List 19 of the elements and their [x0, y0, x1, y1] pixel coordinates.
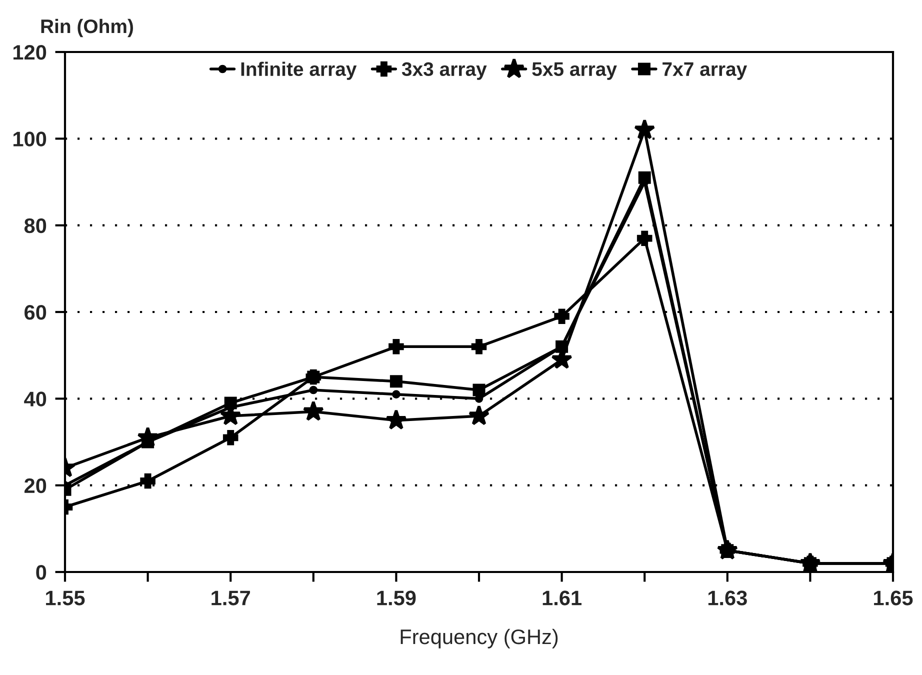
x-tick-label: 1.63 — [708, 590, 747, 606]
y-tick-label: 20 — [24, 478, 46, 494]
legend-label: Infinite array — [241, 62, 357, 80]
x-tick-label: 1.55 — [46, 590, 85, 606]
x-tick-label: 1.65 — [874, 590, 913, 606]
y-axis-title: Rin (Ohm) — [41, 18, 133, 38]
y-tick-label: 100 — [14, 132, 46, 146]
x-axis-title: Frequency (GHz) — [400, 628, 558, 648]
y-tick-label: 60 — [24, 305, 46, 320]
y-tick-label: 120 — [14, 45, 46, 60]
x-tick-label: 1.57 — [212, 590, 250, 606]
x-tick-label: 1.59 — [377, 590, 416, 606]
y-tick-label: 40 — [24, 392, 46, 406]
legend-label: 3x3 array — [402, 62, 487, 80]
y-tick-label: 0 — [36, 565, 46, 580]
y-tick-label: 80 — [24, 218, 46, 234]
x-tick-label: 1.61 — [542, 590, 582, 606]
legend-label: 5x5 array — [532, 62, 617, 80]
legend-label: 7x7 array — [662, 62, 748, 80]
